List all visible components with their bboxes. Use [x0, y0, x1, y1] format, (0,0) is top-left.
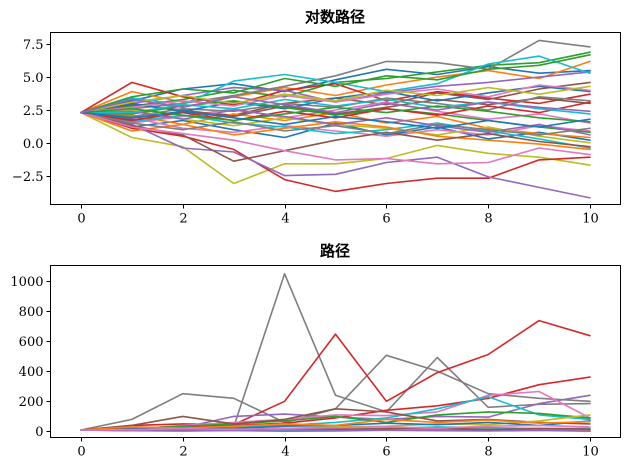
paths-series-line-2 [80, 319, 591, 431]
log-paths-series-line-12 [80, 53, 591, 114]
paths-x-tick-label: 10 [582, 445, 599, 460]
log-paths-x-tick-label: 6 [382, 212, 390, 227]
paths-y-tick-label: 400 [19, 365, 44, 380]
paths-x-tick-label: 6 [382, 445, 390, 460]
log-paths-series-line-32 [80, 110, 591, 130]
log-paths-series-line-13 [80, 111, 591, 193]
paths-y-tick-label: 600 [19, 335, 44, 350]
log-paths-series-line-27 [80, 111, 591, 136]
log-paths-x-tick-label: 2 [179, 212, 187, 227]
log-paths-x-tick-label: 8 [484, 212, 492, 227]
paths-x-tick-label: 4 [281, 445, 289, 460]
log-paths-series-line-26 [80, 84, 591, 114]
log-paths-series-line-23 [80, 101, 591, 122]
log-paths-x-ticks: 0 2 4 6 8 10 [77, 204, 599, 227]
log-paths-series-line-14 [80, 111, 591, 199]
paths-y-tick-label: 0 [35, 425, 43, 440]
paths-frame [50, 265, 621, 438]
log-paths-series-line-19 [80, 111, 591, 149]
paths-y-tick-label: 1000 [10, 275, 43, 290]
log-paths-series-line-28 [80, 85, 591, 114]
paths-series-line-17 [80, 424, 591, 431]
log-paths-y-tick-label: 7.5 [23, 38, 44, 53]
log-paths-x-tick-label: 4 [281, 212, 289, 227]
paths-lines [80, 272, 591, 433]
log-paths-series-line-24 [80, 109, 591, 136]
paths-x-ticks: 0 2 4 6 8 10 [77, 437, 599, 460]
log-paths-frame [50, 32, 621, 205]
paths-x-tick-label: 8 [484, 445, 492, 460]
log-paths-series-line-21 [80, 111, 591, 151]
paths-x-tick-label: 0 [77, 445, 85, 460]
paths-series-line-16 [80, 429, 591, 433]
paths-title: 路径 [320, 242, 350, 260]
log-paths-series-line-8 [80, 111, 591, 185]
log-paths-y-tick-label: 0.0 [23, 137, 44, 152]
log-paths-y-tick-label: 2.5 [23, 104, 44, 119]
log-paths-series-line-6 [80, 101, 591, 124]
paths-x-tick-label: 2 [179, 445, 187, 460]
paths-y-ticks: 0 200 400 600 800 1000 [10, 275, 51, 440]
log-paths-series-line-33 [80, 96, 591, 114]
log-paths-title: 对数路径 [305, 8, 365, 26]
log-paths-subplot: 对数路径 0 2 4 6 8 10 −2.5 0.0 2.5 5.0 7.5 [12, 8, 621, 227]
log-paths-x-tick-label: 10 [582, 212, 599, 227]
log-paths-y-ticks: −2.5 0.0 2.5 5.0 7.5 [12, 38, 51, 185]
log-paths-x-tick-label: 0 [77, 212, 85, 227]
paths-subplot: 路径 0 2 4 6 8 10 0 200 400 600 800 1000 [10, 242, 621, 460]
log-paths-lines [80, 39, 591, 199]
log-paths-y-tick-label: 5.0 [23, 71, 44, 86]
paths-series-line-11 [80, 418, 591, 431]
log-paths-series-line-30 [80, 111, 591, 165]
paths-y-tick-label: 200 [19, 395, 44, 410]
log-paths-series-line-0 [80, 65, 591, 114]
log-paths-y-tick-label: −2.5 [12, 170, 44, 185]
paths-y-tick-label: 800 [19, 305, 44, 320]
